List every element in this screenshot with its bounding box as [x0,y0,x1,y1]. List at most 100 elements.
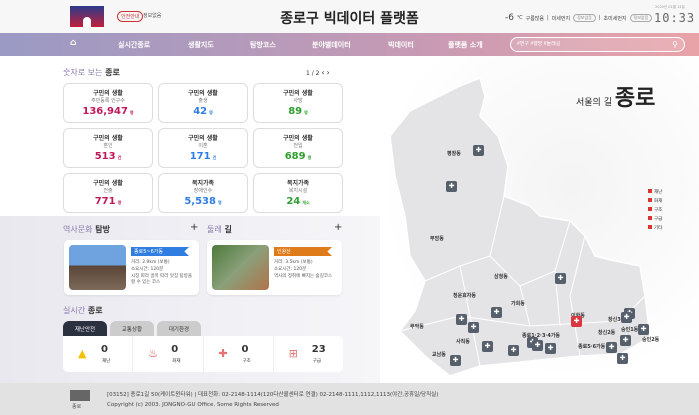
brand-small: 서울의 길 [576,98,612,108]
main-nav: ⌂ 실시간종로 생활지도 탐방코스 분야별데이터 빅데이터 플랫폼 소개 [0,33,699,56]
realtime-title: 실시간 종로 [63,305,103,316]
stat-unit: 건 [212,155,217,160]
stat-value: 24 [286,196,301,207]
stat-card[interactable]: 구민의 생활 사망 89 명 [253,83,343,123]
stat-card[interactable]: 구민의 생활 주민등록 인구수 136,947 명 [63,83,153,123]
map-marker-icon[interactable]: ✚ [620,335,631,346]
trail-more-icon[interactable]: + [334,222,343,233]
search-box: ⚲ [510,37,685,52]
tab-air[interactable]: 대기환경 [157,321,201,336]
nav-bigdata[interactable]: 빅데이터 [388,41,414,49]
nav-realtime[interactable]: 실시간종로 [118,41,151,49]
stat-card[interactable]: 복지가족 장애인수 5,538 명 [158,173,248,213]
stat-category: 구민의 생활 [93,135,123,142]
trail-title-bold: 길 [224,225,232,234]
map-label: 청운효자동 [453,293,477,299]
fine-dust-label: 미세먼지 [551,15,571,22]
legend-item[interactable]: 재난 [648,188,662,197]
legend-marker-icon [648,216,652,220]
map-marker-icon[interactable]: ✚ [473,145,484,156]
stat-card[interactable]: 구민의 생활 이혼 171 건 [158,128,248,168]
map-marker-icon[interactable]: ✚ [532,340,543,351]
map-marker-icon[interactable]: ✚ [606,342,617,353]
tab-disaster[interactable]: 재난안전 [63,321,107,336]
nav-tour[interactable]: 탐방코스 [250,41,276,49]
trail-time: 소요시간: 120분 [274,267,307,272]
realtime-title-bold: 종로 [87,306,103,315]
map-label: 교남동 [432,352,446,358]
map-marker-icon[interactable]: ✚ [482,341,493,352]
next-icon[interactable]: › [326,68,330,77]
stat-value: 42 [193,106,208,117]
map-marker-icon[interactable]: ✚ [446,181,457,192]
weather-info: -6 ℃ 구름많음 | 미세먼지 정보없음 | 초미세먼지 정보없음 [505,13,653,23]
disaster-label: 재난 [102,359,111,364]
history-distance: 거리: 2.9km (보통) [131,260,170,265]
date: 2020년 01월 14일 [655,5,685,9]
legend-item[interactable]: 기타 [648,224,662,233]
nav-field-data[interactable]: 분야별데이터 [312,41,351,49]
fire-label: 화재 [172,359,181,364]
trail-card[interactable]: 인왕산 거리: 3.5km (보통) 소요시간: 120분 역사의 정취에 빠지… [207,240,342,295]
map-marker-icon[interactable]: ✚ [508,345,519,356]
history-title-bold: 탐방 [95,225,110,234]
stat-unit: 개소 [302,200,310,205]
prev-icon[interactable]: ‹ [321,68,325,77]
search-input[interactable] [517,41,657,47]
stat-card[interactable]: 구민의 생활 혼인 513 건 [63,128,153,168]
legend-marker-icon [648,207,652,211]
stat-card[interactable]: 구민의 생활 출생 42 명 [158,83,248,123]
footer-logo-text: 종로 [72,404,82,410]
map-label: 무악동 [410,324,424,330]
history-title-light: 역사문화 [63,225,93,234]
stat-label: 전입 [293,143,303,149]
map-district-outline[interactable] [389,76,651,377]
stat-value: 513 [94,151,116,162]
map-marker-icon[interactable]: ✚ [617,353,628,364]
stat-card[interactable]: 복지가족 복지시설 24 개소 [253,173,343,213]
stat-label: 복지시설 [288,188,308,194]
history-title: 역사문화 탐방 [63,224,110,235]
stat-label: 출생 [198,98,208,104]
map-marker-icon[interactable]: ✚ [571,316,582,327]
map-marker-icon[interactable]: ✚ [555,273,566,284]
nav-about[interactable]: 플랫폼 소개 [448,41,483,49]
warning-icon: ▲ [78,347,87,360]
legend-marker-icon [648,198,652,202]
stat-card[interactable]: 구민의 생활 전입 689 명 [253,128,343,168]
history-time: 소요시간: 120분 [131,267,164,272]
map-marker-icon[interactable]: ✚ [468,322,479,333]
nav-life-map[interactable]: 생활지도 [188,41,214,49]
map-marker-icon[interactable]: ✚ [545,343,556,354]
realtime-tabs: 재난안전 교통상황 대기환경 [63,321,201,336]
history-tag: 종로5~6가동 [131,247,189,256]
stat-label: 장애인수 [193,188,213,194]
rescue-label: 구조 [242,359,251,364]
legend-item[interactable]: 구조 [648,206,662,215]
history-more-icon[interactable]: + [190,222,199,233]
legend-label: 구조 [654,208,663,213]
map-marker-icon[interactable]: ✚ [491,307,502,318]
tab-traffic[interactable]: 교통상황 [110,321,154,336]
stat-unit: 명 [304,110,308,115]
stat-value: 136,947 [82,106,128,117]
stat-category: 구민의 생활 [188,90,218,97]
legend-item[interactable]: 화재 [648,197,662,206]
history-card[interactable]: 종로5~6가동 거리: 2.9km (보통) 소요시간: 120분 시장 따라 … [64,240,199,295]
ultra-dust-value: 정보없음 [629,14,653,22]
home-icon[interactable]: ⌂ [70,38,77,48]
footer: 종로 [03152] 종로1길 50(케이트윈타워) | 대표전화: 02-21… [0,383,699,415]
stat-card[interactable]: 구민의 생활 전출 771 명 [63,173,153,213]
legend-item[interactable]: 구급 [648,215,662,224]
realtime-panel: ▲ 0 재난 ♨ 0 화재 ✚ 0 구조 ⊞ 23 구급 [63,336,343,372]
map-marker-icon[interactable]: ✚ [638,324,649,335]
map-marker-icon[interactable]: ✚ [450,355,461,366]
history-desc: 시장 따라 골목 따라 맛집 탐방을 할 수 있는 코스 [131,274,192,285]
map-label: 평창동 [447,151,461,157]
map-marker-icon[interactable]: ✚ [621,312,632,323]
jongno-logo[interactable] [70,6,104,27]
realtime-item-ems: ⊞ 23 구급 [274,336,343,372]
map-marker-icon[interactable]: ✚ [456,314,467,325]
search-icon[interactable]: ⚲ [672,40,678,49]
